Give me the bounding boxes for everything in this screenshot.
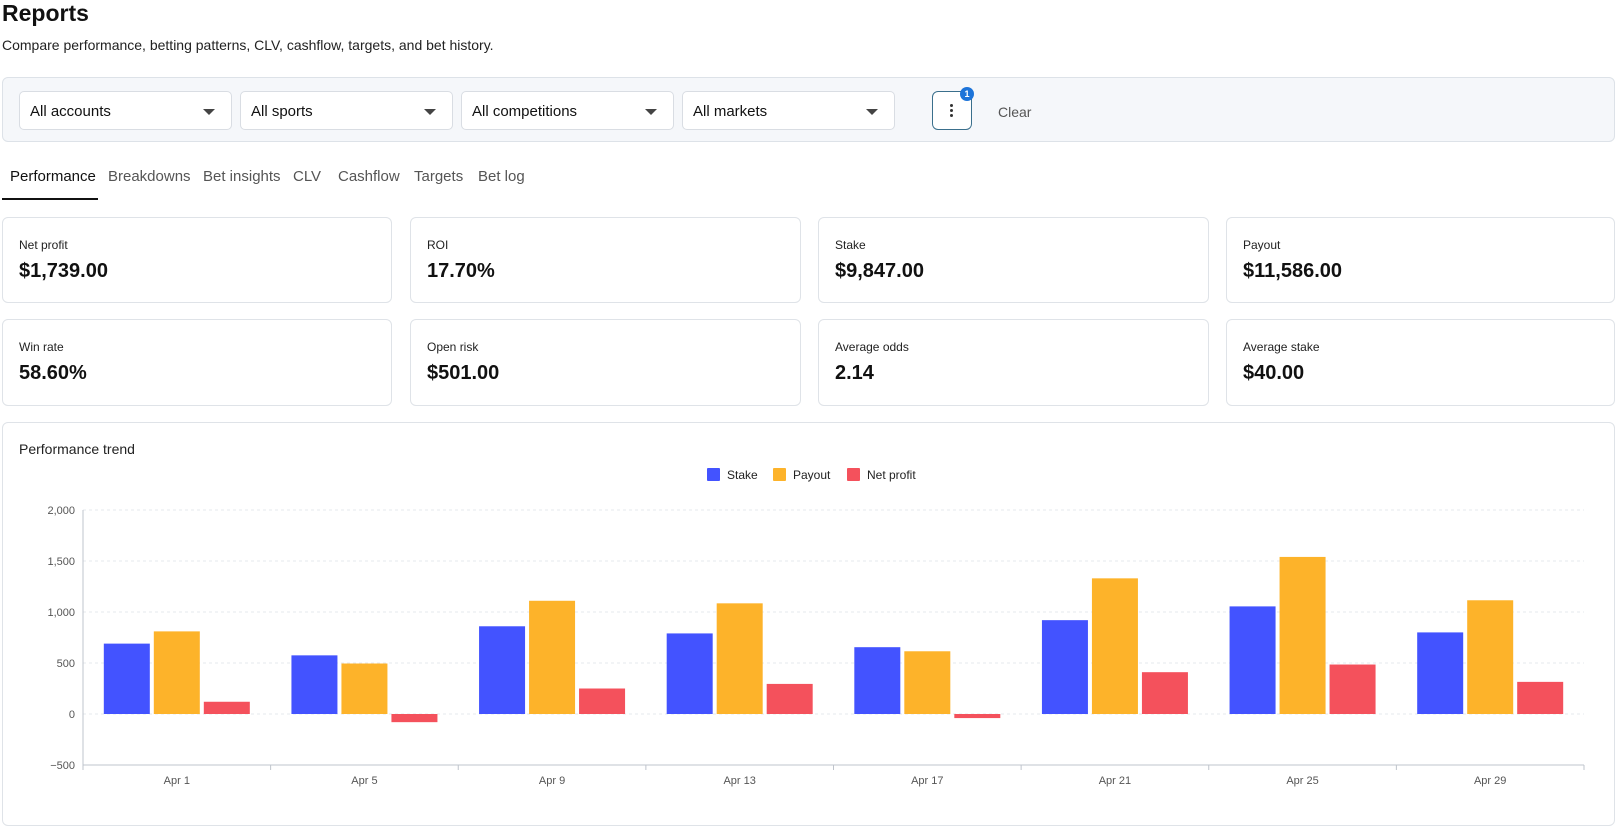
bar-stake bbox=[1417, 632, 1464, 714]
kpi-value: 17.70% bbox=[427, 260, 495, 282]
bar-net-profit bbox=[1517, 681, 1564, 714]
chevron-down-icon bbox=[424, 109, 436, 115]
chart-title: Performance trend bbox=[19, 441, 135, 457]
more-vertical-icon bbox=[950, 104, 954, 118]
kpi-label: Average odds bbox=[835, 340, 909, 354]
accounts-select[interactable]: All accounts bbox=[19, 91, 232, 130]
accounts-select-label: All accounts bbox=[30, 103, 111, 120]
x-tick-label: Apr 25 bbox=[1286, 775, 1318, 787]
kpi-value: $40.00 bbox=[1243, 362, 1305, 384]
legend-label: Stake bbox=[727, 468, 758, 482]
performance-trend-chart: 2,000 1,500 1,000 500 0 −500 Apr 1 Apr 5 Apr 9 Ap… bbox=[47, 468, 1585, 787]
kpi-card-open-risk: Open risk $501.00 bbox=[410, 319, 801, 406]
y-tick-label: 1,500 bbox=[47, 556, 75, 568]
bar-payout bbox=[1091, 578, 1138, 714]
bar-net-profit bbox=[954, 714, 1001, 719]
x-tick-label: Apr 5 bbox=[351, 775, 377, 787]
bar-net-profit bbox=[579, 688, 626, 714]
markets-select[interactable]: All markets bbox=[682, 91, 895, 130]
bar-net-profit bbox=[1141, 672, 1188, 714]
x-tick-label: Apr 13 bbox=[723, 775, 755, 787]
bar-payout bbox=[1279, 556, 1326, 714]
bar-stake bbox=[479, 626, 526, 714]
kpi-value: $9,847.00 bbox=[835, 260, 924, 282]
bar-stake bbox=[666, 633, 713, 714]
bar-net-profit bbox=[766, 683, 813, 714]
active-filters-badge: 1 bbox=[960, 87, 974, 101]
x-tick-label: Apr 21 bbox=[1099, 775, 1131, 787]
bar-payout bbox=[153, 631, 200, 714]
markets-select-label: All markets bbox=[693, 103, 768, 120]
tab-cashflow[interactable]: Cashflow bbox=[338, 168, 400, 185]
kpi-label: Average stake bbox=[1243, 340, 1320, 354]
legend-swatch bbox=[707, 468, 720, 481]
kpi-value: $1,739.00 bbox=[19, 260, 108, 282]
bar-payout bbox=[1467, 600, 1514, 714]
chevron-down-icon bbox=[645, 109, 657, 115]
bar-stake bbox=[1229, 606, 1276, 714]
competitions-select[interactable]: All competitions bbox=[461, 91, 674, 130]
y-tick-label: 0 bbox=[69, 709, 75, 721]
y-tick-label: 2,000 bbox=[47, 505, 75, 517]
chevron-down-icon bbox=[866, 109, 878, 115]
kpi-value: 58.60% bbox=[19, 362, 87, 384]
tab-bet-log[interactable]: Bet log bbox=[478, 168, 525, 185]
kpi-card-roi: ROI 17.70% bbox=[410, 217, 801, 303]
bar-payout bbox=[716, 603, 763, 714]
bar-payout bbox=[529, 600, 576, 714]
y-tick-label: 500 bbox=[57, 658, 75, 670]
bar-net-profit bbox=[203, 701, 250, 714]
kpi-value: $11,586.00 bbox=[1243, 260, 1342, 282]
sports-select-label: All sports bbox=[251, 103, 313, 120]
kpi-card-average-odds: Average odds 2.14 bbox=[818, 319, 1209, 406]
legend-swatch bbox=[847, 468, 860, 481]
page-title: Reports bbox=[2, 0, 89, 26]
clear-button[interactable]: Clear bbox=[998, 104, 1032, 120]
kpi-label: Win rate bbox=[19, 340, 64, 354]
performance-trend-card: Performance trend 2,000 1,500 1,000 500 0 −50… bbox=[2, 422, 1615, 826]
kpi-label: Open risk bbox=[427, 340, 479, 354]
bar-stake bbox=[1041, 620, 1088, 714]
x-tick-label: Apr 9 bbox=[539, 775, 565, 787]
tab-bet-insights[interactable]: Bet insights bbox=[203, 168, 281, 185]
kpi-value: 2.14 bbox=[835, 362, 874, 384]
active-tab-indicator bbox=[2, 198, 98, 200]
legend-label: Payout bbox=[793, 468, 831, 482]
competitions-select-label: All competitions bbox=[472, 103, 578, 120]
tab-targets[interactable]: Targets bbox=[414, 168, 464, 185]
legend-label: Net profit bbox=[867, 468, 916, 482]
bar-net-profit bbox=[1329, 664, 1376, 714]
kpi-label: ROI bbox=[427, 238, 449, 252]
page-subtitle: Compare performance, betting patterns, C… bbox=[2, 37, 494, 53]
x-tick-label: Apr 17 bbox=[911, 775, 943, 787]
chevron-down-icon bbox=[203, 109, 215, 115]
bar-stake bbox=[291, 655, 338, 714]
x-tick-label: Apr 1 bbox=[164, 775, 190, 787]
bar-payout bbox=[904, 651, 951, 714]
bar-payout bbox=[341, 663, 388, 714]
filter-bar: All accounts All sports All competitions… bbox=[2, 77, 1615, 142]
kpi-label: Payout bbox=[1243, 238, 1281, 252]
bar-net-profit bbox=[391, 714, 438, 723]
x-tick-label: Apr 29 bbox=[1474, 775, 1506, 787]
legend-swatch bbox=[773, 468, 786, 481]
y-tick-label: 1,000 bbox=[47, 607, 75, 619]
kpi-label: Net profit bbox=[19, 238, 68, 252]
kpi-card-win-rate: Win rate 58.60% bbox=[2, 319, 392, 406]
bar-stake bbox=[103, 643, 150, 714]
tab-clv[interactable]: CLV bbox=[293, 168, 322, 185]
kpi-card-payout: Payout $11,586.00 bbox=[1226, 217, 1615, 303]
kpi-card-net-profit: Net profit $1,739.00 bbox=[2, 217, 392, 303]
kpi-card-average-stake: Average stake $40.00 bbox=[1226, 319, 1615, 406]
kpi-label: Stake bbox=[835, 238, 866, 252]
bar-stake bbox=[854, 647, 901, 714]
sports-select[interactable]: All sports bbox=[240, 91, 453, 130]
kpi-value: $501.00 bbox=[427, 362, 500, 384]
tab-breakdowns[interactable]: Breakdowns bbox=[108, 168, 191, 185]
kpi-card-stake: Stake $9,847.00 bbox=[818, 217, 1209, 303]
y-tick-label: −500 bbox=[50, 760, 75, 772]
tab-performance[interactable]: Performance bbox=[10, 168, 96, 185]
